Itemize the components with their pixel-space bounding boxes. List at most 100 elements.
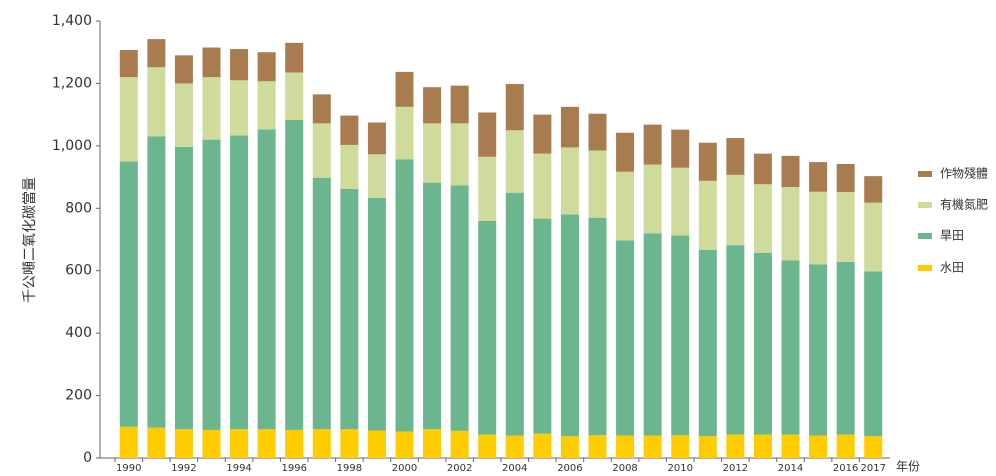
y-tick-label: 400	[65, 325, 92, 341]
x-tick-label: 2014	[778, 463, 803, 474]
bar-segment	[505, 130, 524, 193]
bar-segment	[588, 435, 607, 458]
bar-segment	[643, 124, 662, 165]
bar-segment	[864, 436, 883, 458]
bar-segment	[450, 85, 469, 124]
bar-segment	[533, 433, 552, 458]
bar-segment	[478, 112, 497, 157]
y-axis-label: 千公噸二氧化碳當量	[22, 177, 38, 303]
bar-segment	[781, 187, 800, 261]
bar-segment	[560, 214, 579, 437]
bar-segment	[698, 249, 717, 437]
x-tick-label: 1990	[116, 463, 141, 474]
legend-label: 水田	[940, 261, 964, 275]
bar-segment	[753, 184, 772, 253]
bar-segment	[809, 162, 828, 192]
y-tick-label: 200	[65, 388, 92, 404]
legend-swatch	[918, 233, 932, 239]
bar-segment	[533, 153, 552, 219]
bar-segment	[423, 87, 442, 124]
bar-segment	[753, 434, 772, 458]
bar-segment	[450, 430, 469, 458]
x-tick-label: 2008	[612, 463, 637, 474]
bar-segment	[285, 72, 304, 120]
bar-segment	[753, 252, 772, 435]
bar-segment	[340, 188, 359, 430]
bar-segment	[836, 261, 855, 435]
bar-segment	[616, 240, 635, 436]
bar-segment	[450, 185, 469, 431]
bar-segment	[367, 154, 386, 198]
bar-segment	[809, 191, 828, 265]
bar-segment	[560, 436, 579, 458]
bar-segment	[285, 42, 304, 73]
x-tick-label: 2017	[860, 463, 885, 474]
y-tick-label: 1,200	[52, 75, 92, 91]
bar-segment	[698, 142, 717, 181]
bar-segment	[781, 434, 800, 458]
bar-segment	[726, 245, 745, 435]
bar-segment	[367, 197, 386, 431]
x-tick-label: 2016	[833, 463, 858, 474]
bar-segment	[312, 123, 331, 178]
bar-segment	[505, 435, 524, 458]
bar-segment	[698, 180, 717, 250]
legend-swatch	[918, 171, 932, 177]
bar-segment	[395, 106, 414, 160]
bar-segment	[616, 435, 635, 458]
bar-segment	[340, 429, 359, 458]
y-tick-label: 1,400	[52, 13, 92, 29]
legend-swatch	[918, 265, 932, 271]
bar-segment	[312, 429, 331, 458]
bar-segment	[285, 119, 304, 430]
bar-segment	[616, 132, 635, 172]
legend-label: 有機氮肥	[940, 197, 988, 212]
bar-segment	[174, 83, 193, 147]
bar-segment	[809, 435, 828, 458]
bar-segment	[367, 430, 386, 458]
bar-segment	[560, 147, 579, 215]
y-tick-label: 1,000	[52, 138, 92, 154]
bar-segment	[174, 429, 193, 458]
bar-segment	[202, 77, 221, 140]
bar-segment	[671, 435, 690, 458]
bar-segment	[781, 155, 800, 188]
bar-segment	[367, 122, 386, 155]
bar-segment	[202, 139, 221, 430]
bar-segment	[588, 113, 607, 151]
bar-segment	[230, 429, 249, 458]
x-tick-label: 1992	[171, 463, 196, 474]
bar-segment	[202, 47, 221, 78]
bar-segment	[312, 177, 331, 430]
bar-segment	[781, 260, 800, 435]
x-tick-label: 2010	[667, 463, 692, 474]
bar-segment	[340, 144, 359, 189]
bar-segment	[698, 436, 717, 458]
bar-segment	[616, 171, 635, 241]
bar-segment	[864, 176, 883, 203]
legend-label: 作物殘體	[940, 166, 988, 181]
bar-segment	[671, 167, 690, 236]
bar-segment	[478, 434, 497, 458]
bar-segment	[312, 94, 331, 124]
bar-segment	[119, 50, 138, 78]
bar-segment	[202, 429, 221, 458]
bar-segment	[836, 163, 855, 193]
bar-segment	[395, 71, 414, 107]
y-tick-label: 800	[65, 200, 92, 216]
bar-segment	[643, 233, 662, 436]
bar-segment	[423, 123, 442, 183]
bar-segment	[505, 192, 524, 436]
bar-segment	[643, 164, 662, 234]
bar-segment	[836, 434, 855, 458]
x-tick-label: 2012	[723, 463, 748, 474]
bar-segment	[726, 434, 745, 458]
x-tick-label: 2002	[447, 463, 472, 474]
bar-segment	[147, 39, 166, 68]
bar-segment	[478, 220, 497, 435]
bar-segment	[505, 84, 524, 131]
bar-segment	[119, 77, 138, 162]
bar-segment	[395, 159, 414, 432]
x-tick-label: 2006	[557, 463, 582, 474]
bar-segment	[726, 174, 745, 246]
